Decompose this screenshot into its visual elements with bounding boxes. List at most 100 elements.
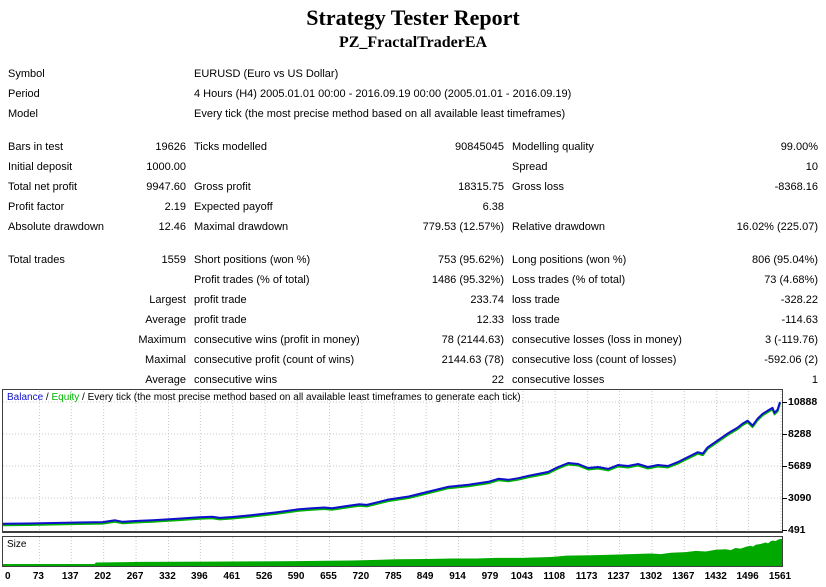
stat-label: consecutive losses xyxy=(512,374,605,386)
stat-value: 12.33 xyxy=(476,314,504,326)
chart-legend: Balance / Equity / Every tick (the most … xyxy=(7,392,521,404)
size-panel xyxy=(2,536,783,567)
report-row: Total trades 1559 Short positions (won %) 7… xyxy=(8,250,818,270)
x-axis-label: 202 xyxy=(94,571,112,582)
x-axis-label: 396 xyxy=(191,571,208,582)
stat-value: 2.19 xyxy=(164,201,186,213)
stat-label: consecutive losses (loss in money) xyxy=(512,334,682,346)
stat-value: Maximum xyxy=(138,334,186,346)
stat-value: 73 (4.68%) xyxy=(764,274,818,286)
x-axis-label: 849 xyxy=(416,571,434,582)
stat-value: 233.74 xyxy=(470,294,504,306)
legend-separator2: / xyxy=(79,392,88,403)
equity-line xyxy=(3,403,781,527)
x-axis-label: 1432 xyxy=(704,571,727,582)
stat-label: Bars in test xyxy=(8,141,64,153)
report-row: Model Every tick (the most precise method… xyxy=(8,104,818,124)
stat-label: Long positions (won %) xyxy=(512,254,627,266)
report-row: Period 4 Hours (H4) 2005.01.01 00:00 - 20… xyxy=(8,84,818,104)
y-axis-label: 5689 xyxy=(788,460,812,472)
stat-label: consecutive loss (count of losses) xyxy=(512,354,677,366)
stat-label: consecutive wins (profit in money) xyxy=(194,334,360,346)
stat-label: Model xyxy=(8,108,38,120)
stat-value: 16.02% (225.07) xyxy=(736,221,818,233)
report-row: Profit trades (% of total) 1486 (95.32%) L… xyxy=(8,270,818,290)
stat-label: Relative drawdown xyxy=(512,221,605,233)
report-row: Average profit trade 12.33 loss trade -114.6… xyxy=(8,310,818,330)
stat-label: Total net profit xyxy=(8,181,78,193)
stat-value: EURUSD (Euro vs US Dollar) xyxy=(194,68,339,80)
legend-equity: Equity xyxy=(51,392,80,403)
stat-label xyxy=(512,197,687,217)
x-axis-label: 590 xyxy=(287,571,305,582)
stat-label xyxy=(194,157,372,177)
balance-chart-svg xyxy=(3,391,782,530)
stat-value xyxy=(128,270,186,290)
size-chart-svg xyxy=(3,537,782,566)
stat-label xyxy=(8,350,128,370)
stat-value: Average xyxy=(145,374,186,386)
stat-label: Spread xyxy=(512,161,548,173)
expert-name: PZ_FractalTraderEA xyxy=(338,34,488,51)
x-axis-label: 720 xyxy=(352,571,370,582)
report-row: Average consecutive wins 22 consecutive los… xyxy=(8,370,818,390)
stat-value: Every tick (the most precise method base… xyxy=(194,108,566,120)
balance-equity-chart xyxy=(2,389,783,533)
stat-label: loss trade xyxy=(512,314,560,326)
stat-value: Largest xyxy=(149,294,186,306)
stat-label: consecutive profit (count of wins) xyxy=(194,354,355,366)
x-axis-label: 461 xyxy=(223,571,241,582)
stat-value: 6.38 xyxy=(482,201,504,213)
y-axis-tick xyxy=(782,498,787,499)
balance-line xyxy=(3,401,781,525)
stat-label: Symbol xyxy=(8,68,45,80)
strategy-tester-report: { "header": { "title": "Strategy Tester … xyxy=(0,5,826,587)
x-axis-label: 137 xyxy=(61,571,79,582)
report-row: Total net profit 9947.60 Gross profit 18315… xyxy=(8,177,818,197)
y-axis-tick xyxy=(782,530,787,531)
x-axis-label: 655 xyxy=(320,571,337,582)
stat-value: 99.00% xyxy=(780,141,818,153)
stat-value: 1559 xyxy=(161,254,186,266)
stat-label: Maximal drawdown xyxy=(194,221,289,233)
stat-value xyxy=(687,197,818,217)
stat-label: Ticks modelled xyxy=(194,141,267,153)
size-area xyxy=(3,539,782,566)
stat-value: -592.06 (2) xyxy=(764,354,818,366)
stat-label: Absolute drawdown xyxy=(8,221,105,233)
x-axis-label: 785 xyxy=(384,571,402,582)
stat-value: 753 (95.62%) xyxy=(437,254,504,266)
x-axis-label: 267 xyxy=(126,571,144,582)
x-axis-label: 979 xyxy=(481,571,499,582)
stat-label: Period xyxy=(8,88,40,100)
stat-value: 1486 (95.32%) xyxy=(431,274,504,286)
report-row: Symbol EURUSD (Euro vs US Dollar) xyxy=(8,64,818,84)
x-axis-label: 332 xyxy=(159,571,176,582)
size-panel-label: Size xyxy=(7,539,27,550)
stat-value: -114.63 xyxy=(781,314,819,326)
stat-value xyxy=(372,157,504,177)
y-axis-tick xyxy=(782,402,787,403)
x-axis-label: 0 xyxy=(5,571,11,582)
report-row: Maximum consecutive wins (profit in money… xyxy=(8,330,818,350)
report-row: Maximal consecutive profit (count of wins… xyxy=(8,350,818,370)
report-row: Profit factor 2.19 Expected payoff 6.38 xyxy=(8,197,818,217)
stat-label: Gross profit xyxy=(194,181,251,193)
legend-balance: Balance xyxy=(7,392,44,403)
stat-label: profit trade xyxy=(194,314,247,326)
stat-value: 12.46 xyxy=(158,221,186,233)
stat-label: Initial deposit xyxy=(8,161,73,173)
y-axis-label: 491 xyxy=(788,524,806,536)
stat-value: 1 xyxy=(811,374,818,386)
stat-value: -328.22 xyxy=(780,294,818,306)
stat-value: 4 Hours (H4) 2005.01.01 00:00 - 2016.09.… xyxy=(194,88,572,100)
stat-label: profit trade xyxy=(194,294,247,306)
stat-label: consecutive wins xyxy=(194,374,278,386)
report-row: Largest profit trade 233.74 loss trade -328.… xyxy=(8,290,818,310)
y-axis-label: 10888 xyxy=(788,396,818,408)
stat-value: 19626 xyxy=(155,141,186,153)
stat-value: 1000.00 xyxy=(146,161,186,173)
x-axis-label: 526 xyxy=(255,571,273,582)
stat-label xyxy=(8,330,128,350)
stat-value: Average xyxy=(145,314,186,326)
